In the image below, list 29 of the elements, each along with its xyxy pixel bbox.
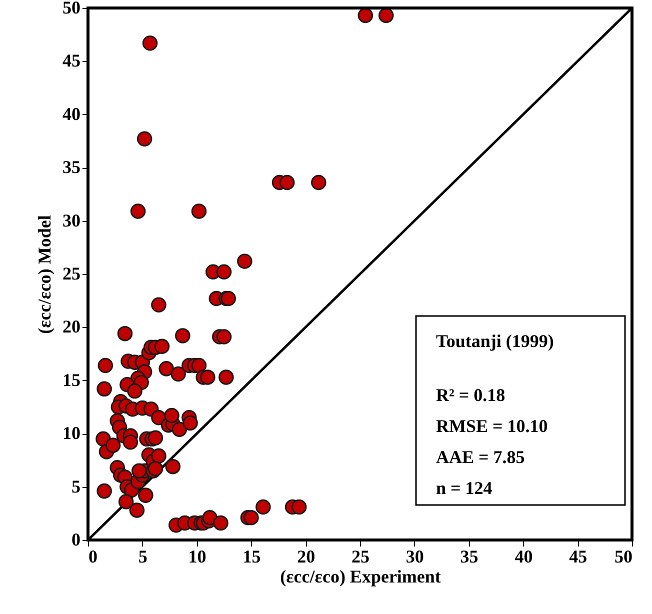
- annotation: Toutanji (1999): [436, 331, 554, 351]
- y-tick-label: 35: [62, 157, 80, 178]
- y-tick-label: 5: [72, 476, 80, 496]
- y-tick-label: 20: [62, 316, 80, 337]
- y-tick-label: 30: [62, 210, 80, 230]
- x-tick-label: 50: [614, 546, 632, 566]
- x-tick-label: 30: [406, 546, 424, 566]
- x-axis-title: (εcc/εco) Experiment: [280, 566, 441, 586]
- y-tick-label: 15: [62, 370, 80, 390]
- annotation: R² = 0.18: [436, 385, 506, 405]
- x-tick-label: 35: [460, 546, 478, 566]
- x-tick-label: 0: [88, 546, 98, 566]
- annotation: AAE = 7.85: [436, 447, 525, 467]
- y-axis-title: (εcc/εco) Model: [34, 215, 54, 334]
- x-tick-label: 15: [242, 546, 261, 566]
- x-tick-label: 20: [297, 546, 316, 566]
- y-tick-label: 40: [62, 104, 80, 124]
- x-tick-label: 5: [138, 546, 148, 566]
- y-tick-label: 50: [62, 0, 80, 18]
- x-tick-label: 10: [188, 546, 206, 566]
- x-tick-label: 25: [352, 546, 370, 566]
- y-tick-label: 0: [72, 530, 80, 550]
- y-tick-label: 45: [62, 50, 80, 71]
- x-tick-label: 45: [569, 546, 588, 566]
- annotation: n = 124: [436, 478, 492, 498]
- y-tick-label: 10: [62, 423, 80, 444]
- annotation: RMSE = 10.10: [436, 416, 548, 436]
- y-tick-label: 25: [62, 264, 80, 284]
- x-tick-label: 40: [514, 546, 533, 566]
